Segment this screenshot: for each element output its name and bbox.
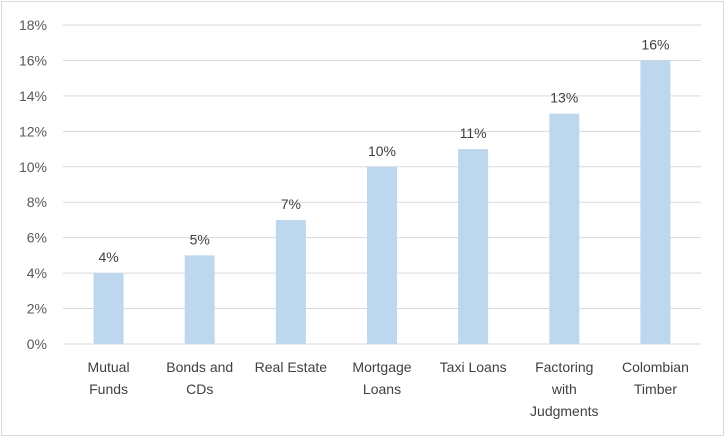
bar [640, 60, 671, 344]
y-tick-label: 16% [19, 52, 47, 68]
data-label: 11% [460, 125, 487, 141]
y-tick-label: 6% [27, 230, 47, 246]
data-label: 7% [281, 196, 301, 212]
data-label: 16% [641, 36, 669, 52]
y-tick-label: 2% [27, 301, 47, 317]
category-label-line: Funds [89, 381, 128, 397]
category-label: Factoring with Judgments [530, 359, 598, 419]
category-label: Mutual Funds [88, 359, 130, 397]
category-label: Real Estate [255, 359, 328, 375]
category-label-line: Taxi Loans [440, 359, 507, 375]
data-label: 4% [98, 249, 118, 265]
category-label-line: Colombian [622, 359, 689, 375]
y-tick-label: 0% [27, 336, 47, 352]
category-label-line: Factoring [535, 359, 593, 375]
data-label: 13% [550, 90, 578, 106]
bar [93, 273, 124, 344]
category-label-line: CDs [186, 381, 213, 397]
data-label: 10% [368, 143, 396, 159]
category-label: Taxi Loans [440, 359, 507, 375]
category-label: Bonds and CDs [166, 359, 233, 397]
bar [549, 113, 580, 344]
y-tick-label: 4% [27, 265, 47, 281]
y-tick-label: 14% [19, 88, 47, 104]
y-tick-label: 18% [19, 17, 47, 33]
category-label-line: Timber [634, 381, 677, 397]
y-tick-label: 12% [19, 123, 47, 139]
category-label: Mortgage Loans [352, 359, 411, 397]
bar [458, 149, 489, 344]
category-label-line: Real Estate [255, 359, 328, 375]
data-label: 5% [190, 231, 210, 247]
bar [184, 255, 215, 344]
y-tick-label: 10% [19, 159, 47, 175]
category-label-line: with [551, 381, 577, 397]
category-label-line: Mortgage [352, 359, 411, 375]
y-tick-label: 8% [27, 194, 47, 210]
category-label: Colombian Timber [622, 359, 689, 397]
category-label-line: Judgments [530, 403, 598, 419]
bar [275, 219, 306, 344]
bar [367, 166, 397, 344]
category-label-line: Bonds and [166, 359, 233, 375]
category-label-line: Mutual [88, 359, 130, 375]
category-label-line: Loans [363, 381, 401, 397]
